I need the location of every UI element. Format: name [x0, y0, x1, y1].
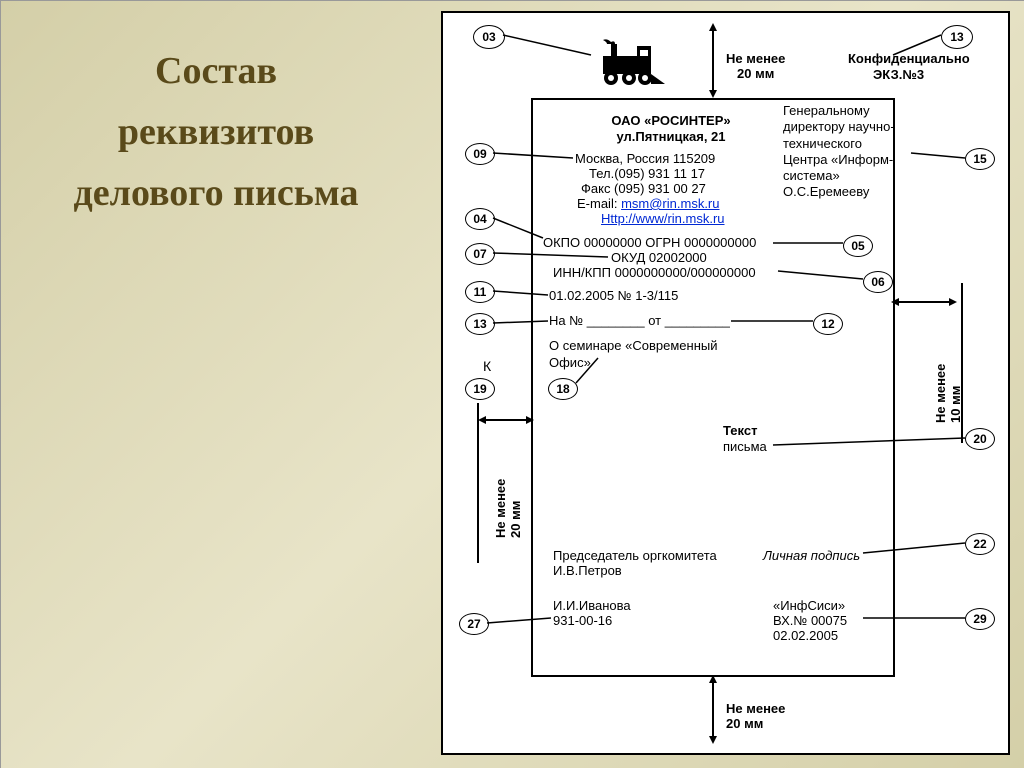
- date-number: 01.02.2005 № 1-3/115: [549, 288, 678, 303]
- bubble-27: 27: [459, 613, 489, 635]
- bubble-05: 05: [843, 235, 873, 257]
- ekz-label: ЭКЗ.№3: [873, 67, 924, 82]
- org-tel: Тел.(095) 931 11 17: [589, 166, 705, 181]
- email-link: msm@rin.msk.ru: [621, 196, 719, 211]
- margin-top-label: Не менее 20 мм: [726, 51, 785, 81]
- addr-5: система»: [783, 168, 923, 184]
- document-diagram: Не менее 20 мм Конфиденциально ЭКЗ.№3 ОА…: [441, 11, 1010, 755]
- body-sub: письма: [723, 439, 767, 454]
- bubble-22: 22: [965, 533, 995, 555]
- margin-right-label: Не менее 10 мм: [933, 323, 963, 423]
- chairman-2: И.В.Петров: [553, 563, 622, 578]
- okud: ОКУД 02002000: [611, 250, 707, 265]
- org-city: Москва, Россия 115209: [575, 151, 715, 166]
- org-email: E-mail: msm@rin.msk.ru: [577, 196, 720, 211]
- org-name: ОАО «РОСИНТЕР»: [571, 113, 771, 128]
- body-title: Текст: [723, 423, 757, 438]
- locomotive-icon: [593, 38, 673, 88]
- slide: Состав реквизитов делового письма Не мен…: [0, 0, 1024, 768]
- inn: ИНН/КПП 0000000000/000000000: [553, 265, 756, 280]
- performer-1: И.И.Иванова: [553, 598, 631, 613]
- guide-left-outer: [476, 403, 480, 563]
- bubble-03: 03: [473, 25, 505, 49]
- arrow-bottom: [703, 675, 723, 747]
- signature: Личная подпись: [763, 548, 860, 563]
- subject: О семинаре «Современный Офис»: [549, 338, 749, 372]
- org-fax: Факс (095) 931 00 27: [581, 181, 706, 196]
- bubble-06: 06: [863, 271, 893, 293]
- bubble-09: 09: [465, 143, 495, 165]
- stamp-3: 02.02.2005: [773, 628, 838, 643]
- bubble-04: 04: [465, 208, 495, 230]
- org-url: Http://www/rin.msk.ru: [601, 211, 725, 226]
- k-label: К: [483, 358, 491, 374]
- stamp-2: ВХ.№ 00075: [773, 613, 847, 628]
- addr-3: технического: [783, 136, 923, 152]
- bubble-13-top: 13: [941, 25, 973, 49]
- bubble-18: 18: [548, 378, 578, 400]
- margin-bottom-label: Не менее 20 мм: [726, 701, 785, 731]
- margin-left-label: Не менее 20 мм: [493, 438, 523, 538]
- addr-4: Центра «Информ-: [783, 152, 923, 168]
- bubble-19: 19: [465, 378, 495, 400]
- bubble-11: 11: [465, 281, 495, 303]
- title-line-3: делового письма: [1, 163, 431, 224]
- bubble-13-left: 13: [465, 313, 495, 335]
- okpo: ОКПО 00000000 ОГРН 0000000000: [543, 235, 756, 250]
- arrow-top: [703, 23, 723, 101]
- performer-2: 931-00-16: [553, 613, 612, 628]
- bubble-29: 29: [965, 608, 995, 630]
- bubble-12: 12: [813, 313, 843, 335]
- addr-1: Генеральному: [783, 103, 923, 119]
- slide-title: Состав реквизитов делового письма: [1, 41, 431, 223]
- title-line-1: Состав: [1, 41, 431, 102]
- bubble-15: 15: [965, 148, 995, 170]
- email-label: E-mail:: [577, 196, 617, 211]
- title-line-2: реквизитов: [1, 102, 431, 163]
- ref-number: На № ________ от _________: [549, 313, 730, 328]
- bubble-20: 20: [965, 428, 995, 450]
- arrow-left-margin: [478, 411, 538, 429]
- bubble-07: 07: [465, 243, 495, 265]
- stamp-1: «ИнфСиси»: [773, 598, 845, 613]
- addr-2: директору научно-: [783, 119, 923, 135]
- addressee: Генеральному директору научно- техническ…: [783, 103, 923, 201]
- org-address: ул.Пятницкая, 21: [571, 129, 771, 144]
- confidential-label: Конфиденциально: [848, 51, 970, 66]
- chairman-1: Председатель оргкомитета: [553, 548, 717, 563]
- arrow-right-margin: [891, 293, 961, 311]
- addr-6: О.С.Еремееву: [783, 184, 923, 200]
